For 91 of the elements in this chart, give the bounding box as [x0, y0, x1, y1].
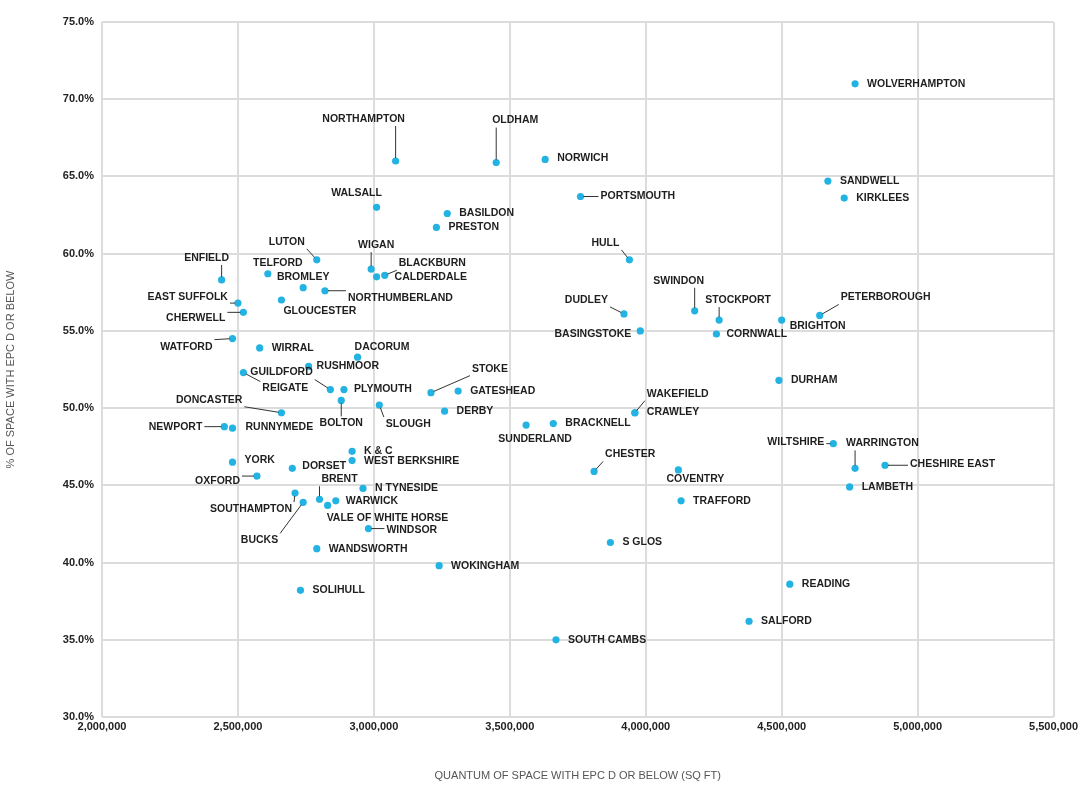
annotation: OLDHAM: [492, 113, 539, 126]
annotation: WILTSHIRE: [767, 434, 825, 447]
annotation: BRACKNELL: [565, 416, 632, 429]
y-tick-label: 45.0%: [62, 478, 95, 491]
annotation: REIGATE: [262, 381, 309, 394]
annotation: SOUTHAMPTON: [209, 501, 293, 514]
annotation: WANDSWORTH: [328, 541, 408, 554]
annotation: DACORUM: [354, 340, 410, 353]
annotation: SALFORD: [761, 614, 813, 627]
annotation: BROMLEY: [276, 269, 330, 282]
annotation: CHESTER: [605, 447, 656, 460]
annotation: NEWPORT: [148, 419, 203, 432]
annotation: LAMBETH: [861, 479, 913, 492]
annotation: N TYNESIDE: [374, 481, 439, 494]
x-tick-label: 4,000,000: [621, 719, 671, 732]
annotation: CHESHIRE EAST: [909, 457, 996, 470]
annotation: RUSHMOOR: [316, 359, 380, 372]
annotation: GUILDFORD: [250, 365, 314, 378]
annotation: BASINGSTOKE: [554, 326, 632, 339]
y-tick-label: 40.0%: [62, 555, 95, 568]
annotation: DONCASTER: [175, 392, 243, 405]
x-axis-title: QUANTUM OF SPACE WITH EPC D OR BELOW (SQ FT): [434, 769, 721, 782]
annotation: READING: [801, 577, 851, 590]
annotation: WIRRAL: [271, 340, 315, 353]
annotation: BOLTON: [319, 416, 363, 429]
annotation: WIGAN: [358, 238, 395, 250]
annotation: CRAWLEY: [646, 404, 700, 417]
annotation: SUNDERLAND: [498, 431, 573, 444]
y-tick-label: 75.0%: [62, 15, 95, 28]
annotation: YORK: [244, 453, 276, 466]
annotation: BASILDON: [459, 206, 515, 219]
annotation: VALE OF WHITE HORSE: [326, 511, 449, 524]
annotation: GLOUCESTER: [283, 303, 357, 316]
annotation: WAKEFIELD: [646, 386, 710, 399]
annotation: DURHAM: [790, 373, 838, 386]
annotation: EAST SUFFOLK: [147, 289, 229, 302]
annotation: NORTHUMBERLAND: [347, 290, 454, 303]
annotation: LUTON: [268, 234, 305, 247]
x-tick-label: 3,500,000: [485, 719, 535, 732]
y-tick-label: 60.0%: [62, 246, 95, 259]
annotation: SOLIHULL: [312, 583, 366, 596]
annotation: DERBY: [456, 404, 494, 417]
annotation: WOKINGHAM: [451, 558, 520, 571]
annotation: WATFORD: [160, 339, 213, 352]
annotation: COVENTRY: [666, 471, 725, 484]
annotation: SWINDON: [653, 273, 705, 286]
annotation: DORSET: [302, 459, 347, 472]
annotation: BLACKBURN: [398, 256, 466, 269]
annotation: CHERWELL: [166, 311, 226, 324]
annotation: CORNWALL: [726, 326, 788, 339]
annotation: PORTSMOUTH: [600, 189, 676, 202]
annotation: NORWICH: [557, 151, 609, 164]
annotation: BRIGHTON: [789, 318, 846, 331]
x-tick-label: 5,500,000: [1029, 719, 1078, 732]
x-tick-label: 2,500,000: [213, 719, 263, 732]
annotation: TRAFFORD: [693, 493, 752, 506]
annotation: NORTHAMPTON: [322, 111, 405, 124]
annotation: RUNNYMEDE: [245, 420, 314, 433]
annotation: TELFORD: [253, 255, 304, 268]
annotation: PRESTON: [448, 220, 499, 233]
annotation: SANDWELL: [839, 173, 900, 186]
annotation: HULL: [591, 235, 620, 248]
y-tick-label: 50.0%: [62, 401, 95, 414]
y-tick-label: 35.0%: [62, 632, 95, 645]
annotation: S GLOS: [622, 535, 663, 548]
y-axis-title: % OF SPACE WITH EPC D OR BELOW: [3, 269, 16, 469]
annotation: BRENT: [321, 472, 359, 485]
annotation: STOKE: [471, 361, 508, 374]
annotation: CALDERDALE: [394, 269, 467, 282]
annotation: ENFIELD: [184, 250, 230, 263]
annotation: WOLVERHAMPTON: [867, 76, 966, 89]
annotation: PLYMOUTH: [353, 382, 412, 395]
annotation: WARRINGTON: [846, 436, 919, 449]
annotation: GATESHEAD: [470, 384, 536, 397]
annotation: OXFORD: [195, 473, 241, 486]
x-tick-label: 5,000,000: [893, 719, 943, 732]
y-tick-label: 65.0%: [62, 169, 95, 182]
x-tick-label: 3,000,000: [349, 719, 399, 732]
x-tick-label: 4,500,000: [757, 719, 807, 732]
annotation: PETERBOROUGH: [840, 290, 931, 303]
annotation: BUCKS: [240, 533, 279, 546]
annotation: WARWICK: [345, 493, 399, 506]
annotation: WINDSOR: [386, 523, 438, 536]
annotation: DUDLEY: [564, 292, 608, 305]
y-tick-label: 70.0%: [62, 92, 95, 105]
annotation: SOUTH CAMBS: [568, 632, 647, 645]
annotation: WALSALL: [331, 186, 383, 199]
annotation: SLOUGH: [385, 416, 431, 429]
annotation: STOCKPORT: [705, 292, 772, 305]
y-tick-label: 55.0%: [62, 323, 95, 336]
annotation: KIRKLEES: [856, 190, 910, 203]
